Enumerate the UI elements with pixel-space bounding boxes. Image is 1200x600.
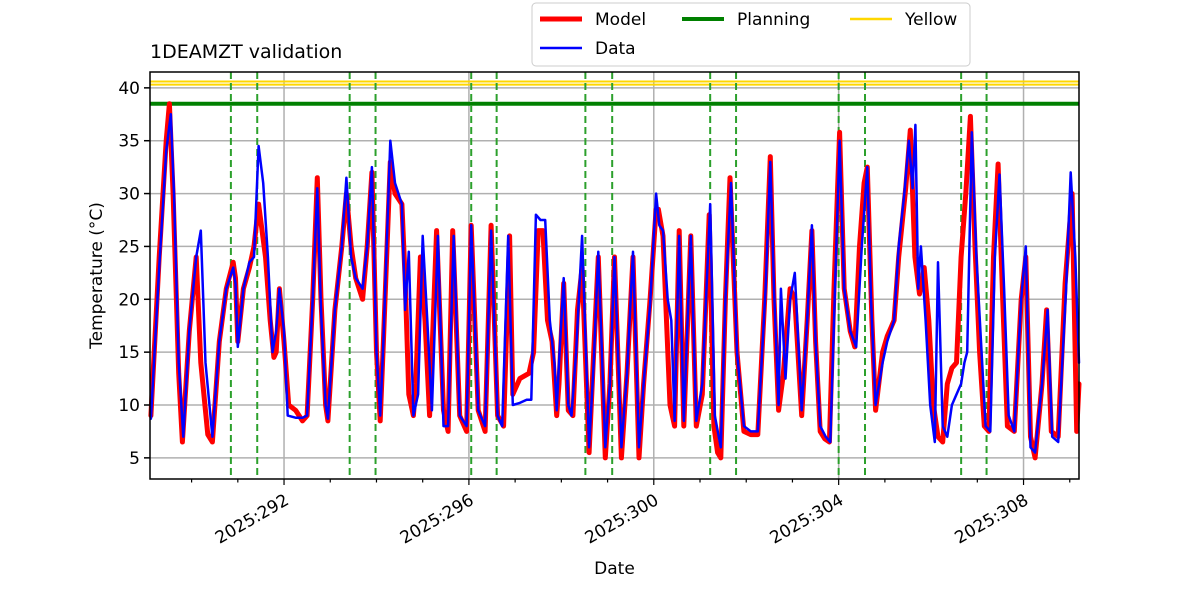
y-axis: 5 10 15 20 25 30 35 40: [118, 79, 150, 469]
legend-label-data: Data: [595, 39, 636, 59]
y-tick-label: 5: [129, 449, 140, 469]
x-axis-label: Date: [594, 559, 635, 579]
legend-label-model: Model: [595, 10, 646, 30]
series-group: [148, 101, 1082, 461]
plot-area: [148, 71, 1082, 480]
series-data: [149, 113, 1081, 454]
y-tick-label: 25: [118, 237, 140, 257]
grid-y: [150, 87, 1079, 459]
limit-lines: [150, 80, 1079, 106]
y-tick-label: 15: [118, 343, 140, 363]
plot-frame: [149, 71, 1080, 480]
chart-title: 1DEAMZT validation: [150, 41, 342, 63]
y-tick-label: 35: [118, 132, 140, 152]
y-axis-label: Temperature (°C): [87, 202, 107, 350]
y-tick-label: 20: [118, 290, 140, 310]
y-tick-label: 10: [118, 396, 140, 416]
legend-label-yellow: Yellow: [904, 10, 957, 30]
legend: Model Data Planning Yellow: [531, 2, 971, 67]
y-tick-label: 40: [118, 79, 140, 99]
legend-label-planning: Planning: [737, 10, 810, 30]
y-tick-label: 30: [118, 185, 140, 205]
